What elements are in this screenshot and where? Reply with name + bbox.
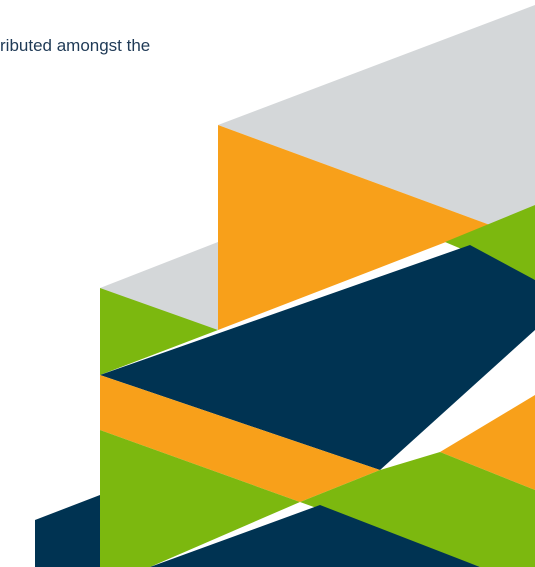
orange-band <box>100 375 380 502</box>
orange-triangle <box>218 125 490 330</box>
navy-left <box>35 495 100 567</box>
gray-left <box>100 242 218 330</box>
navy-bottom <box>150 505 480 567</box>
green-left <box>100 288 218 375</box>
navy-diamond <box>100 245 535 470</box>
body-text: ributed amongst the <box>0 36 151 55</box>
green-triangle <box>445 205 535 280</box>
gray-band <box>218 5 535 225</box>
green-bottom <box>100 430 300 567</box>
green-right <box>300 452 535 567</box>
orange-right <box>440 395 535 490</box>
